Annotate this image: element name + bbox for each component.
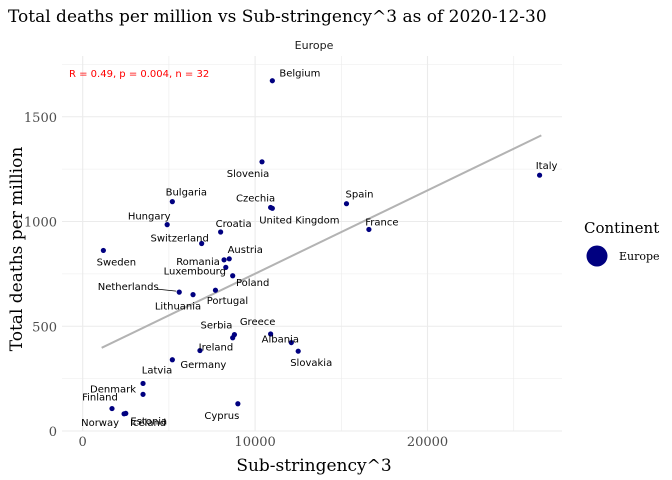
trend-line (101, 134, 542, 349)
point-label: Iceland (130, 418, 166, 429)
point-label: Hungary (128, 212, 171, 223)
point-label: Slovakia (290, 358, 332, 369)
data-point (235, 401, 241, 407)
point-label: Norway (81, 418, 119, 429)
data-point (140, 380, 146, 387)
point-label: Switzerland (150, 234, 208, 245)
point-label: Austria (228, 245, 263, 256)
point-labels: Belgium Slovenia Italy Bulgaria Spain Czechia… (81, 69, 557, 429)
legend-label-europe: Europe (619, 250, 660, 263)
data-point (536, 172, 543, 178)
leader-line (157, 288, 177, 292)
data-point (164, 222, 170, 228)
data-point (269, 78, 275, 84)
point-label: Lithuania (155, 302, 201, 313)
data-points (100, 78, 543, 417)
y-tick-label: 1500 (24, 111, 57, 126)
point-label: Denmark (90, 384, 136, 395)
data-point (343, 201, 350, 207)
x-tick-label: 10000 (234, 435, 275, 450)
data-point (121, 411, 127, 417)
point-label: Slovenia (227, 169, 270, 180)
legend-title: Continent (584, 219, 659, 237)
data-point (269, 205, 275, 211)
point-label: United Kingdom (259, 215, 339, 226)
data-point (109, 405, 115, 412)
point-label: Finland (82, 393, 118, 404)
data-point (100, 247, 106, 254)
point-label: France (365, 217, 398, 228)
y-tick-label: 0 (49, 425, 57, 440)
facet-label: Europe (295, 39, 334, 52)
legend: Continent Europe (584, 219, 660, 267)
grid-minor (62, 56, 562, 431)
point-label: Portugal (207, 296, 248, 307)
point-label: Serbia (200, 321, 232, 332)
data-point (212, 287, 219, 293)
x-tick-labels: 0 10000 20000 (79, 435, 449, 450)
point-label: Italy (536, 161, 558, 172)
legend-key-europe (586, 245, 608, 267)
point-label: Sweden (97, 257, 137, 268)
point-label: Latvia (142, 365, 172, 376)
data-point (288, 339, 294, 346)
data-point (366, 226, 372, 233)
data-point (169, 199, 175, 205)
data-point (140, 391, 146, 397)
label-leader-lines (157, 288, 177, 292)
data-point (226, 256, 232, 262)
data-point (176, 289, 182, 295)
point-label: Belgium (279, 69, 320, 80)
data-point (218, 229, 224, 235)
point-label: Luxembourg (164, 266, 226, 277)
grid-major (62, 56, 562, 432)
point-label: Ireland (199, 343, 234, 354)
data-point (223, 264, 229, 270)
data-point (197, 347, 203, 354)
data-point (268, 331, 274, 337)
y-tick-label: 500 (32, 320, 57, 335)
data-point (295, 348, 301, 354)
point-label: Spain (346, 190, 374, 201)
data-point (190, 292, 196, 298)
chart-title: Total deaths per million vs Sub-stringen… (8, 7, 547, 27)
point-label: Estonia (130, 416, 167, 427)
point-label: Albania (262, 335, 299, 346)
x-axis-label: Sub-stringency^3 (236, 456, 391, 476)
point-label: Poland (236, 278, 269, 289)
point-label: Croatia (216, 219, 252, 230)
data-point (259, 159, 265, 165)
stat-annotation: R = 0.49, p = 0.004, n = 32 (69, 69, 209, 80)
data-point (230, 273, 236, 279)
data-point (199, 240, 205, 247)
point-label: Cyprus (204, 411, 239, 422)
x-tick-label: 0 (79, 435, 87, 450)
point-label: Greece (240, 317, 276, 328)
x-tick-label: 20000 (407, 435, 448, 450)
data-point (169, 357, 175, 363)
data-point (221, 257, 227, 263)
point-label: Romania (176, 257, 220, 268)
y-tick-label: 1000 (24, 216, 57, 231)
data-point (230, 335, 236, 341)
y-tick-labels: 0 500 1000 1500 (24, 111, 57, 440)
y-axis-label: Total deaths per million (7, 147, 27, 352)
point-label: Germany (180, 360, 226, 371)
point-label: Czechia (236, 193, 275, 204)
point-label: Bulgaria (166, 188, 207, 199)
point-label: Netherlands (98, 282, 159, 293)
